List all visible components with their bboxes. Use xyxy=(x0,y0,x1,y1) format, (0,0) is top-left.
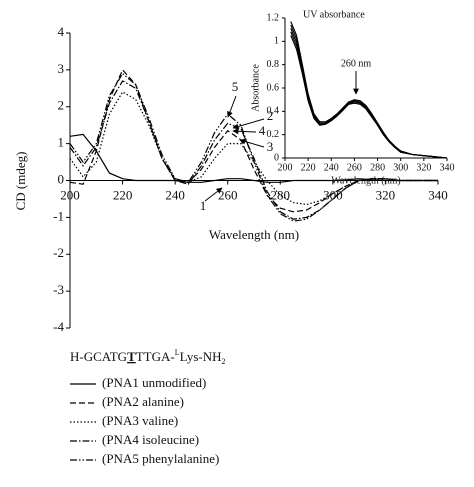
y-tick-label: -2 xyxy=(53,245,64,260)
x-tick-label: 320 xyxy=(416,162,431,173)
y-tick-label: 1.2 xyxy=(267,12,280,23)
y-axis-label: CD (mdeg) xyxy=(13,152,28,211)
x-tick-label: 280 xyxy=(370,162,385,173)
legend-title-part: T xyxy=(127,349,136,364)
y-axis-label: Absorbance xyxy=(250,64,261,112)
legend-title: H-GCATGTTTGA-LLys-NH2 xyxy=(70,348,226,366)
data-line xyxy=(290,24,448,159)
y-tick-label: 2 xyxy=(58,98,65,113)
legend-label: (PNA1 unmodified) xyxy=(102,375,206,390)
x-axis-label: Wavelength (nm) xyxy=(331,175,400,186)
y-tick-label: 0 xyxy=(274,152,279,163)
x-tick-label: 320 xyxy=(376,187,396,202)
data-line xyxy=(69,133,438,183)
y-tick-label: 0.2 xyxy=(267,129,280,140)
legend-label: (PNA2 alanine) xyxy=(102,394,184,409)
data-line xyxy=(290,28,448,159)
legend-title-part: 2 xyxy=(222,357,226,366)
annotation: 2 xyxy=(267,108,274,123)
annotation-arrow xyxy=(204,187,223,202)
y-tick-label: 0.8 xyxy=(267,59,280,70)
data-line xyxy=(69,68,438,213)
legend-title-part: Lys-NH xyxy=(180,349,222,364)
x-tick-label: 300 xyxy=(393,162,408,173)
legend-label: (PNA5 phenylalanine) xyxy=(102,451,219,466)
data-line xyxy=(69,72,438,222)
x-tick-label: 340 xyxy=(440,162,455,173)
annotation: 260 nm xyxy=(341,58,372,69)
legend-title-part: H-GCATG xyxy=(70,349,127,364)
annotation: 1 xyxy=(200,198,207,213)
data-line xyxy=(290,31,448,159)
legend-title-part: L xyxy=(175,348,180,357)
x-tick-label: 240 xyxy=(324,162,339,173)
annotation: 4 xyxy=(259,123,266,138)
x-tick-label: 220 xyxy=(301,162,316,173)
x-axis-label: Wavelength (nm) xyxy=(209,227,299,242)
data-line xyxy=(290,21,448,159)
inset-title: UV absorbance xyxy=(303,9,365,20)
annotation-arrow xyxy=(227,95,237,118)
y-tick-label: -4 xyxy=(53,319,64,334)
annotation: 3 xyxy=(267,139,274,154)
data-line xyxy=(290,35,448,159)
y-tick-label: 0.6 xyxy=(267,82,280,93)
x-tick-label: 340 xyxy=(428,187,448,202)
x-tick-label: 260 xyxy=(347,162,362,173)
annotation-arrow xyxy=(232,118,265,130)
legend-title-part: TTGA- xyxy=(136,349,175,364)
legend-label: (PNA3 valine) xyxy=(102,413,178,428)
y-tick-label: 0.4 xyxy=(267,106,280,117)
x-tick-label: 260 xyxy=(218,187,238,202)
legend-label: (PNA4 isoleucine) xyxy=(102,432,199,447)
y-tick-label: 0 xyxy=(58,171,65,186)
annotation: 5 xyxy=(232,79,239,94)
annotation-arrow xyxy=(239,138,265,148)
y-tick-label: 3 xyxy=(58,61,65,76)
x-tick-label: 200 xyxy=(278,162,293,173)
x-tick-label: 200 xyxy=(60,187,80,202)
y-tick-label: -3 xyxy=(53,282,64,297)
x-tick-label: 280 xyxy=(271,187,291,202)
y-tick-label: 4 xyxy=(58,24,65,39)
y-tick-label: -1 xyxy=(53,208,64,223)
data-line xyxy=(69,80,438,220)
y-tick-label: 1 xyxy=(274,36,279,47)
x-tick-label: 220 xyxy=(113,187,133,202)
x-tick-label: 240 xyxy=(165,187,185,202)
annotation-arrow xyxy=(232,128,257,135)
y-tick-label: 1 xyxy=(58,135,65,150)
